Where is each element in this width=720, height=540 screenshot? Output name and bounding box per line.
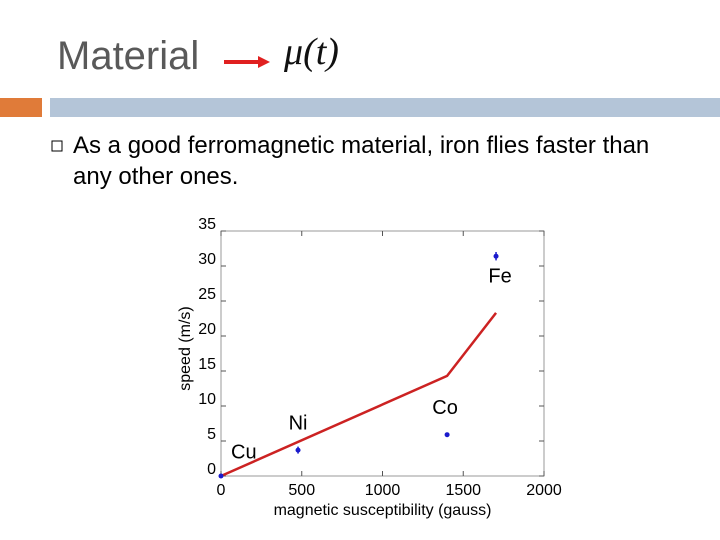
x-tick-label: 2000	[526, 482, 562, 499]
header-bar	[50, 98, 720, 117]
y-tick-label: 25	[198, 286, 216, 303]
arrow-head	[258, 56, 270, 68]
x-tick-label: 0	[217, 482, 226, 499]
y-axis-label: speed (m/s)	[177, 306, 194, 390]
x-tick-label: 500	[288, 482, 315, 499]
x-tick-label: 1500	[445, 482, 481, 499]
y-tick-label: 30	[198, 251, 216, 268]
x-tick-label: 1000	[365, 482, 401, 499]
point-label: Cu	[231, 441, 257, 463]
point-label: Fe	[488, 265, 511, 287]
slide-title: Material	[57, 34, 200, 78]
data-point	[493, 253, 499, 259]
bullet-marker	[51, 140, 63, 152]
data-point	[295, 447, 301, 453]
accent-block	[0, 98, 42, 117]
data-point	[218, 473, 224, 479]
y-tick-label: 35	[198, 216, 216, 233]
y-tick-label: 20	[198, 321, 216, 338]
chart: 0 500 1000 1500 2000 0 5 10 15 20 25 30 35 magnetic s…	[177, 216, 562, 519]
y-tick-label: 15	[198, 356, 216, 373]
bullet-text: As a good ferromagnetic material, iron f…	[73, 132, 650, 190]
point-label: Ni	[289, 412, 308, 434]
data-point	[444, 432, 450, 438]
point-label: Co	[432, 397, 458, 419]
y-tick-label: 0	[207, 461, 216, 478]
y-tick-label: 10	[198, 391, 216, 408]
fit-line	[220, 312, 498, 478]
formula: μ(t)	[284, 31, 339, 73]
y-tick-label: 5	[207, 426, 216, 443]
x-axis-label: magnetic susceptibility (gauss)	[274, 502, 492, 519]
